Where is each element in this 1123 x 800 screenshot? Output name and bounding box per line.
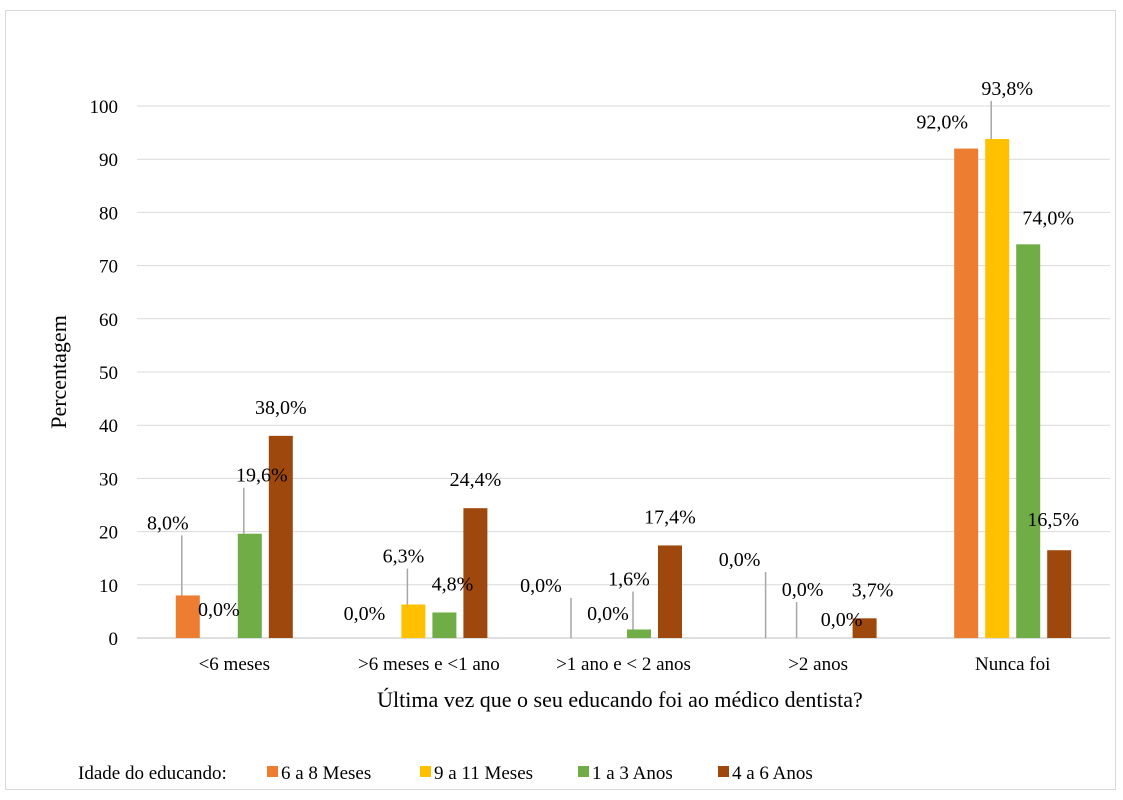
- data-label: 16,5%: [1027, 509, 1079, 531]
- y-tick-label: 100: [90, 97, 119, 118]
- data-label: 38,0%: [255, 397, 307, 419]
- data-label: 0,0%: [719, 549, 761, 571]
- x-axis-categories: <6 meses >6 meses e <1 ano >1 ano e < 2 an…: [199, 654, 1051, 675]
- data-label: 74,0%: [1022, 207, 1074, 229]
- y-tick-label: 0: [109, 629, 119, 650]
- legend-swatch: [578, 766, 589, 777]
- data-label: 4,8%: [432, 573, 474, 595]
- category-label: >6 meses e <1 ano: [358, 654, 500, 675]
- legend-title: Idade do educando:: [78, 763, 227, 784]
- legend-entry: 6 a 8 Meses: [281, 763, 371, 784]
- gridlines: [137, 105, 1110, 639]
- bar: [852, 618, 877, 638]
- category-label: Nunca foi: [975, 654, 1050, 675]
- data-label: 0,0%: [344, 603, 386, 625]
- data-label: 93,8%: [981, 78, 1033, 100]
- y-axis-title: Percentagem: [46, 315, 71, 429]
- chart-frame: [5, 10, 1116, 790]
- bar: [627, 629, 651, 638]
- data-label: 17,4%: [644, 506, 696, 528]
- y-tick-label: 50: [99, 363, 118, 384]
- bar: [1016, 244, 1041, 638]
- y-tick-label: 30: [99, 469, 118, 490]
- category-label: <6 meses: [199, 654, 270, 675]
- data-label: 19,6%: [236, 465, 288, 487]
- data-label: 6,3%: [383, 545, 425, 567]
- category-label: >2 anos: [788, 654, 848, 675]
- legend-swatch: [420, 766, 431, 777]
- data-label: 24,4%: [450, 469, 502, 491]
- bar: [1047, 550, 1072, 638]
- data-label: 92,0%: [916, 112, 968, 134]
- data-label: 0,0%: [587, 603, 629, 625]
- bars: [175, 138, 1072, 638]
- data-label: 0,0%: [782, 579, 824, 601]
- y-tick-label: 20: [99, 523, 118, 544]
- bar: [237, 533, 262, 638]
- bar: [985, 138, 1010, 638]
- leader-lines: [181, 100, 992, 638]
- legend-entry: 4 a 6 Anos: [732, 763, 813, 784]
- data-label: 0,0%: [821, 609, 863, 631]
- legend: Idade do educando: 6 a 8 Meses 9 a 11 Mes…: [78, 763, 813, 784]
- category-label: >1 ano e < 2 anos: [556, 654, 691, 675]
- bar: [658, 545, 682, 638]
- y-tick-label: 60: [99, 310, 118, 331]
- data-label: 0,0%: [198, 599, 240, 621]
- y-tick-label: 70: [99, 257, 118, 278]
- data-label: 8,0%: [147, 512, 189, 534]
- bar: [401, 604, 426, 638]
- x-axis-title: Última vez que o seu educando foi ao méd…: [377, 687, 863, 712]
- bar: [175, 595, 200, 638]
- y-axis-ticks: 0 10 20 30 40 50 60 70 80 90 100: [90, 97, 119, 650]
- bar: [954, 148, 979, 638]
- legend-entry: 9 a 11 Meses: [434, 763, 533, 784]
- data-label: 0,0%: [520, 575, 562, 597]
- legend-swatch: [718, 766, 729, 777]
- y-tick-label: 10: [99, 576, 118, 597]
- bar: [432, 612, 457, 638]
- bar: [463, 508, 488, 638]
- y-tick-label: 90: [99, 150, 118, 171]
- y-tick-label: 40: [99, 416, 118, 437]
- legend-entry: 1 a 3 Anos: [592, 763, 673, 784]
- data-label: 1,6%: [608, 568, 650, 590]
- bar: [268, 435, 293, 638]
- y-tick-label: 80: [99, 203, 118, 224]
- legend-swatch: [267, 766, 278, 777]
- data-labels: 8,0% 0,0% 19,6% 38,0% 0,0% 6,3% 4,8% 24,4% 0,0% 0…: [147, 78, 1079, 631]
- data-label: 3,7%: [852, 579, 894, 601]
